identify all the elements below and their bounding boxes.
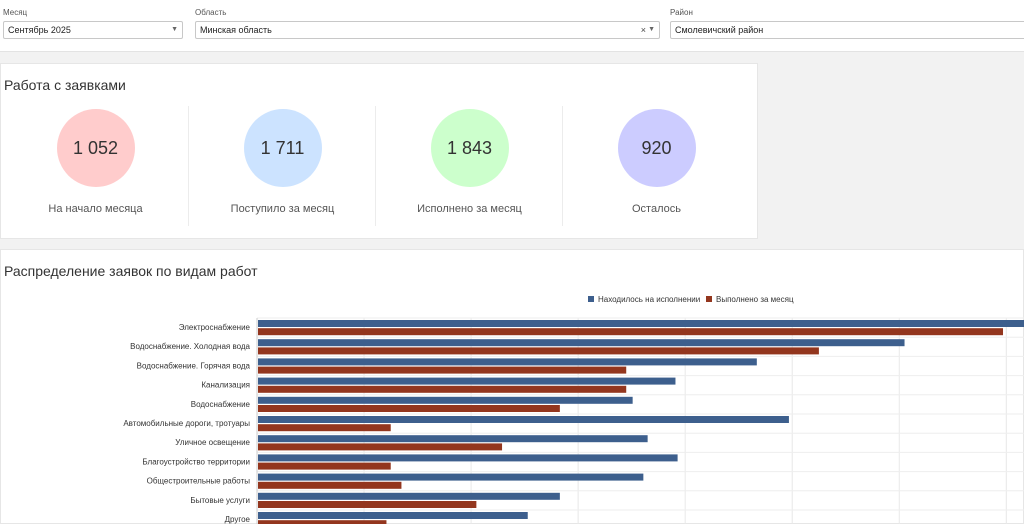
kpi-completed: 1 843 Исполнено за месяц — [376, 106, 563, 230]
clear-icon[interactable]: × — [640, 25, 646, 35]
category-label: Водоснабжение — [191, 400, 251, 409]
kpi-circle: 920 — [617, 109, 696, 187]
district-select[interactable]: Смолевичский район — [670, 21, 1024, 39]
month-select[interactable]: Сентябрь 2025 ▼ — [3, 21, 183, 39]
kpi-received: 1 711 Поступило за месяц — [189, 106, 376, 230]
district-filter-label: Район — [670, 8, 693, 17]
bar — [258, 462, 391, 470]
chevron-down-icon[interactable]: ▼ — [648, 26, 655, 33]
distribution-title: Распределение заявок по видам работ — [4, 263, 258, 279]
district-filter: Район Смолевичский район — [670, 8, 1024, 39]
bar — [258, 454, 678, 462]
kpi-label: Исполнено за месяц — [417, 203, 522, 215]
kpi-circle: 1 052 — [56, 109, 135, 187]
district-select-value: Смолевичский район — [675, 25, 764, 35]
region-filter: Область Минская область × ▼ — [195, 8, 660, 39]
legend-swatch — [588, 296, 594, 302]
divider — [188, 106, 189, 226]
filter-bar: Месяц Сентябрь 2025 ▼ Область Минская об… — [0, 0, 1024, 52]
bar — [258, 435, 648, 443]
category-label: Другое — [225, 515, 251, 524]
bar — [258, 405, 560, 412]
kpi-label: Осталось — [632, 203, 681, 215]
region-select[interactable]: Минская область × ▼ — [195, 21, 660, 39]
category-label: Электроснабжение — [179, 323, 251, 332]
bar — [258, 366, 627, 374]
divider — [562, 106, 563, 226]
month-filter: Месяц Сентябрь 2025 ▼ — [3, 8, 183, 39]
divider — [375, 106, 376, 226]
category-label: Водоснабжение. Горячая вода — [137, 361, 251, 370]
bar — [258, 520, 387, 524]
bar — [258, 377, 676, 385]
bar — [258, 512, 528, 519]
legend-entry: Находилось на исполнении — [598, 295, 700, 304]
month-select-value: Сентябрь 2025 — [8, 25, 71, 35]
bar — [258, 492, 560, 500]
bar — [258, 385, 627, 393]
kpi-label: Поступило за месяц — [230, 203, 335, 215]
kpi-remaining: 920 Осталось — [563, 106, 750, 230]
bar — [258, 328, 1004, 336]
bar — [258, 501, 477, 508]
requests-title: Работа с заявками — [4, 77, 126, 93]
bar — [258, 347, 819, 355]
category-label: Общестроительные работы — [147, 477, 251, 486]
chevron-down-icon[interactable]: ▼ — [171, 26, 178, 33]
month-filter-label: Месяц — [3, 8, 28, 17]
bar — [258, 443, 503, 451]
bar — [258, 416, 789, 423]
category-label: Уличное освещение — [175, 438, 250, 447]
bar — [258, 396, 633, 404]
category-label: Благоустройство территории — [142, 457, 250, 466]
kpi-label: На начало месяца — [48, 203, 143, 215]
bar — [258, 320, 1024, 327]
region-select-value: Минская область — [200, 25, 272, 35]
bar — [258, 481, 402, 489]
legend-swatch — [706, 296, 712, 302]
bar — [258, 473, 644, 481]
bar — [258, 358, 757, 366]
kpi-circle: 1 843 — [430, 109, 509, 187]
kpi-circle: 1 711 — [243, 109, 322, 187]
category-label: Канализация — [201, 381, 250, 390]
category-label: Бытовые услуги — [190, 496, 250, 505]
bar — [258, 424, 391, 432]
category-label: Водоснабжение. Холодная вода — [130, 342, 250, 351]
category-label: Автомобильные дороги, тротуары — [123, 419, 250, 428]
region-filter-label: Область — [195, 8, 227, 17]
legend-entry: Выполнено за месяц — [716, 295, 794, 304]
bar — [258, 339, 905, 347]
kpi-start-of-month: 1 052 На начало месяца — [2, 106, 189, 230]
